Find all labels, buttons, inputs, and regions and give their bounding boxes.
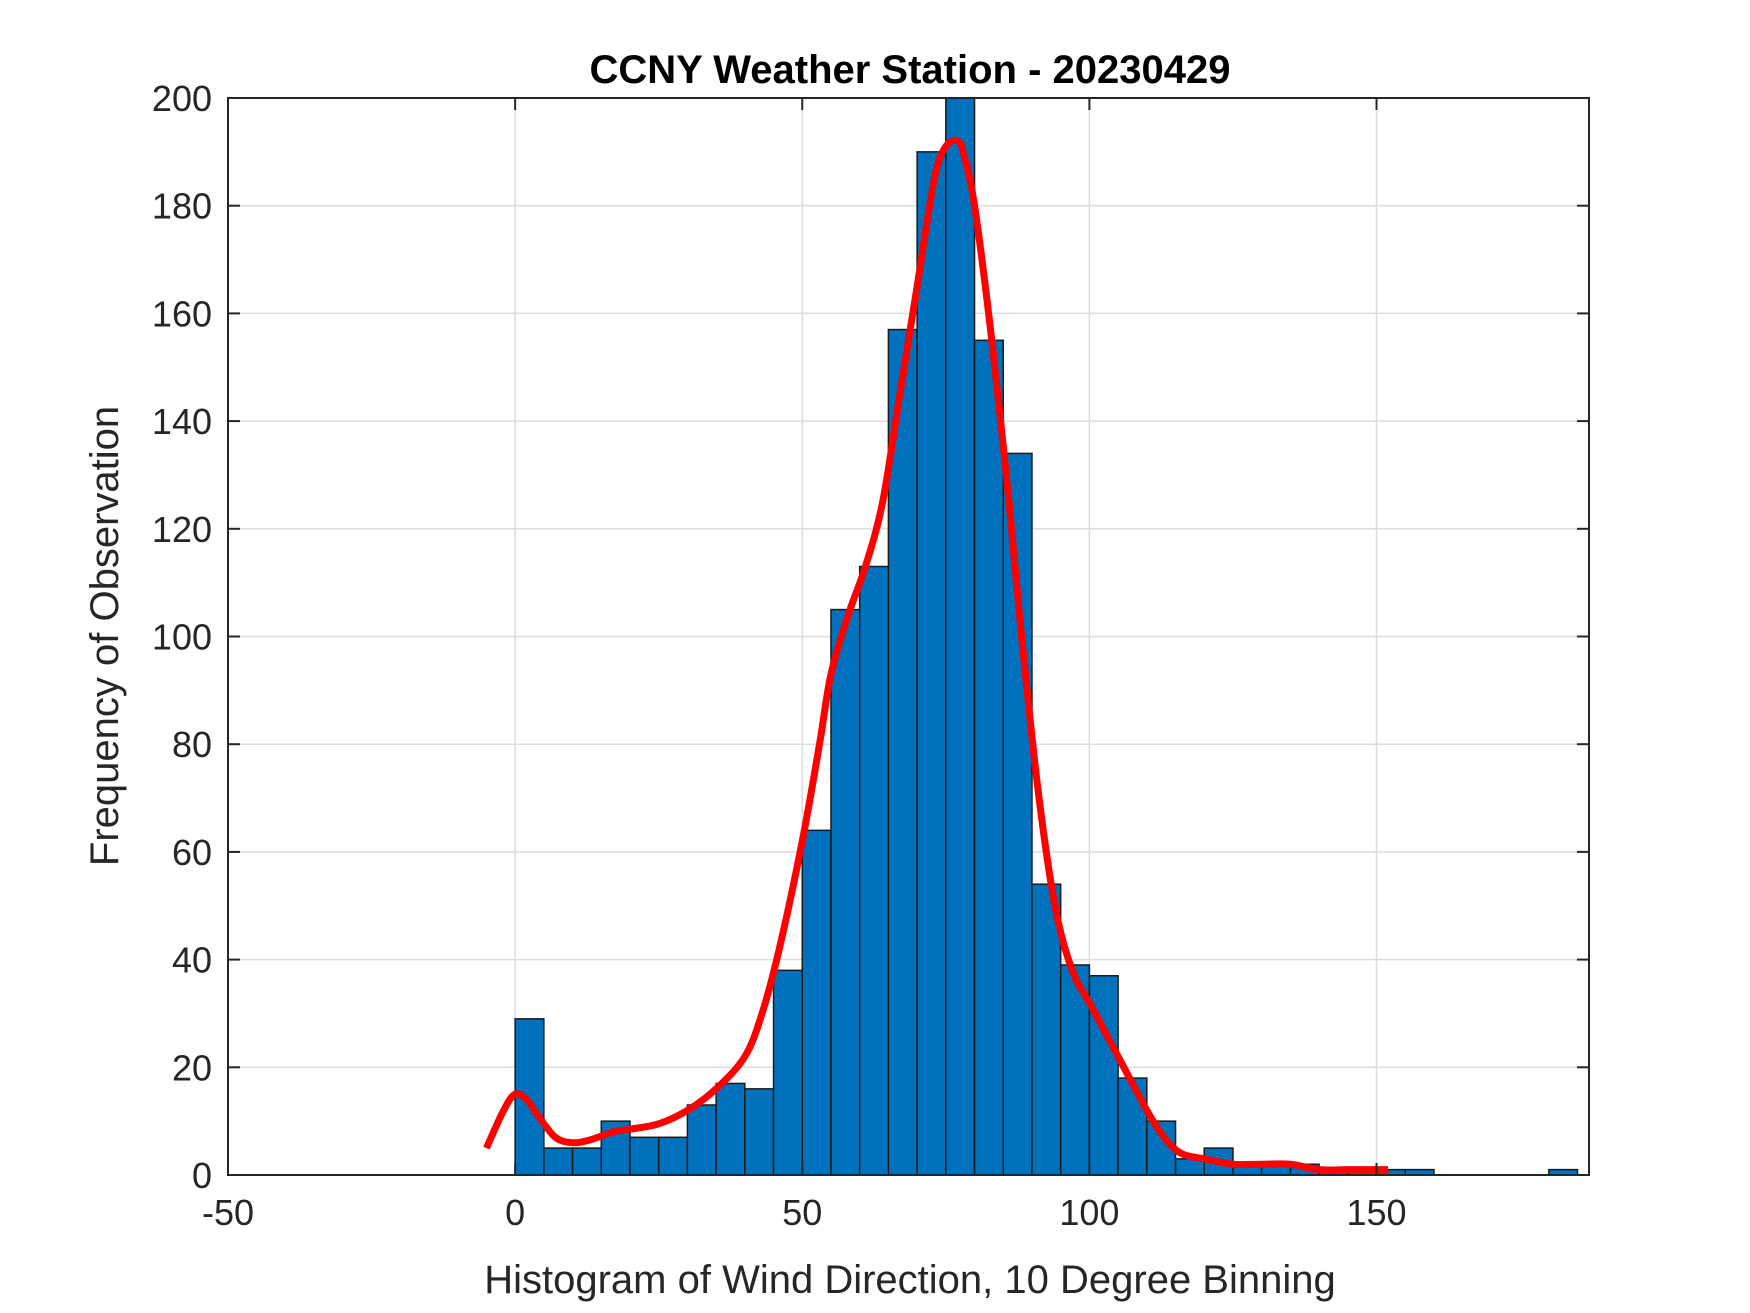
- x-tick-label: 100: [1059, 1192, 1119, 1233]
- y-tick-label: 160: [152, 293, 212, 334]
- y-tick-label: 200: [152, 78, 212, 119]
- histogram-bar: [858, 565, 890, 1176]
- y-axis-label: Frequency of Observation: [83, 406, 127, 866]
- y-tick-label: 0: [192, 1155, 212, 1196]
- y-tick-label: 120: [152, 509, 212, 550]
- fit-curve-line: [483, 137, 1389, 1174]
- histogram-bar: [801, 829, 832, 1176]
- histogram-bar: [744, 1088, 775, 1176]
- histogram-bar: [830, 608, 861, 1176]
- histogram-bar: [543, 1147, 574, 1176]
- x-tick-label: 0: [505, 1192, 525, 1233]
- histogram-bar: [945, 97, 976, 1176]
- plot-area: [227, 97, 1590, 1176]
- histogram-bar: [916, 151, 947, 1176]
- x-tick-label: -50: [202, 1192, 254, 1233]
- histogram-bar: [629, 1136, 660, 1176]
- chart-title: CCNY Weather Station - 20230429: [590, 48, 1231, 92]
- histogram-bar: [772, 969, 804, 1176]
- histogram-bar: [657, 1136, 689, 1176]
- y-tick-label: 40: [172, 940, 212, 981]
- histogram-bar: [686, 1104, 717, 1176]
- histogram-bar: [887, 328, 918, 1176]
- histogram-bar: [571, 1147, 603, 1176]
- y-tick-label: 180: [152, 186, 212, 227]
- x-tick-labels: -50 0 50 100 150: [202, 1192, 1407, 1233]
- histogram-bar: [973, 339, 1005, 1176]
- histogram-bar: [1117, 1077, 1148, 1176]
- y-tick-label: 100: [152, 617, 212, 658]
- histogram-bar: [715, 1082, 746, 1176]
- fit-curve: [483, 137, 1389, 1174]
- x-tick-label: 50: [782, 1192, 822, 1233]
- histogram-bar: [1031, 883, 1062, 1176]
- y-tick-label: 20: [172, 1047, 212, 1088]
- y-tick-label: 140: [152, 401, 212, 442]
- y-tick-label: 80: [172, 724, 212, 765]
- x-axis-label: Histogram of Wind Direction, 10 Degree B…: [484, 1258, 1336, 1302]
- axis-ticks: [227, 97, 1589, 1176]
- y-tick-label: 60: [172, 832, 212, 873]
- x-tick-label: 150: [1346, 1192, 1406, 1233]
- y-tick-labels: 0 20 40 60 80 100 120 140 160 180 200: [152, 78, 212, 1196]
